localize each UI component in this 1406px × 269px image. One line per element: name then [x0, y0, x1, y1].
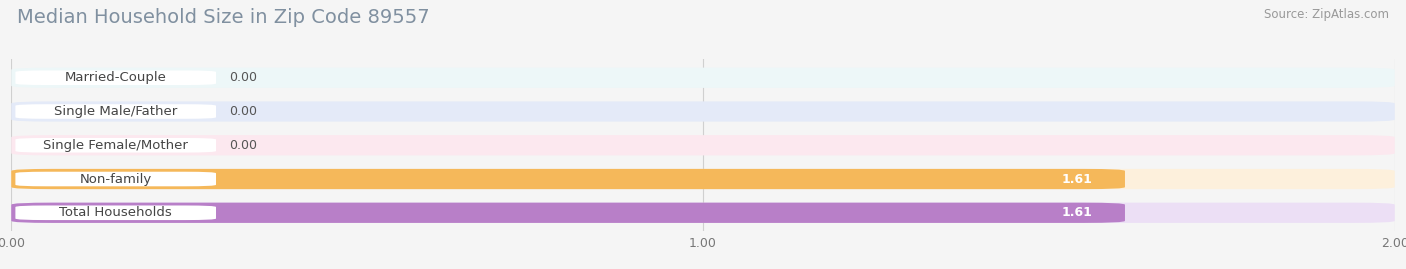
- FancyBboxPatch shape: [11, 203, 1125, 223]
- Text: 0.00: 0.00: [229, 71, 257, 84]
- Text: Single Female/Mother: Single Female/Mother: [44, 139, 188, 152]
- Text: Single Male/Father: Single Male/Father: [53, 105, 177, 118]
- Text: Married-Couple: Married-Couple: [65, 71, 167, 84]
- Text: Median Household Size in Zip Code 89557: Median Household Size in Zip Code 89557: [17, 8, 429, 27]
- FancyBboxPatch shape: [11, 68, 1395, 88]
- Text: Non-family: Non-family: [80, 172, 152, 186]
- FancyBboxPatch shape: [11, 169, 1395, 189]
- Text: Total Households: Total Households: [59, 206, 172, 219]
- FancyBboxPatch shape: [1032, 172, 1122, 186]
- FancyBboxPatch shape: [15, 206, 217, 220]
- Text: 0.00: 0.00: [229, 105, 257, 118]
- Text: 0.00: 0.00: [229, 139, 257, 152]
- FancyBboxPatch shape: [11, 101, 1395, 122]
- FancyBboxPatch shape: [1032, 206, 1122, 220]
- FancyBboxPatch shape: [15, 104, 217, 119]
- Text: 1.61: 1.61: [1062, 172, 1092, 186]
- FancyBboxPatch shape: [15, 138, 217, 153]
- FancyBboxPatch shape: [11, 169, 1125, 189]
- Text: Source: ZipAtlas.com: Source: ZipAtlas.com: [1264, 8, 1389, 21]
- FancyBboxPatch shape: [15, 172, 217, 186]
- FancyBboxPatch shape: [11, 135, 1395, 155]
- FancyBboxPatch shape: [11, 203, 1395, 223]
- FancyBboxPatch shape: [15, 70, 217, 85]
- Text: 1.61: 1.61: [1062, 206, 1092, 219]
